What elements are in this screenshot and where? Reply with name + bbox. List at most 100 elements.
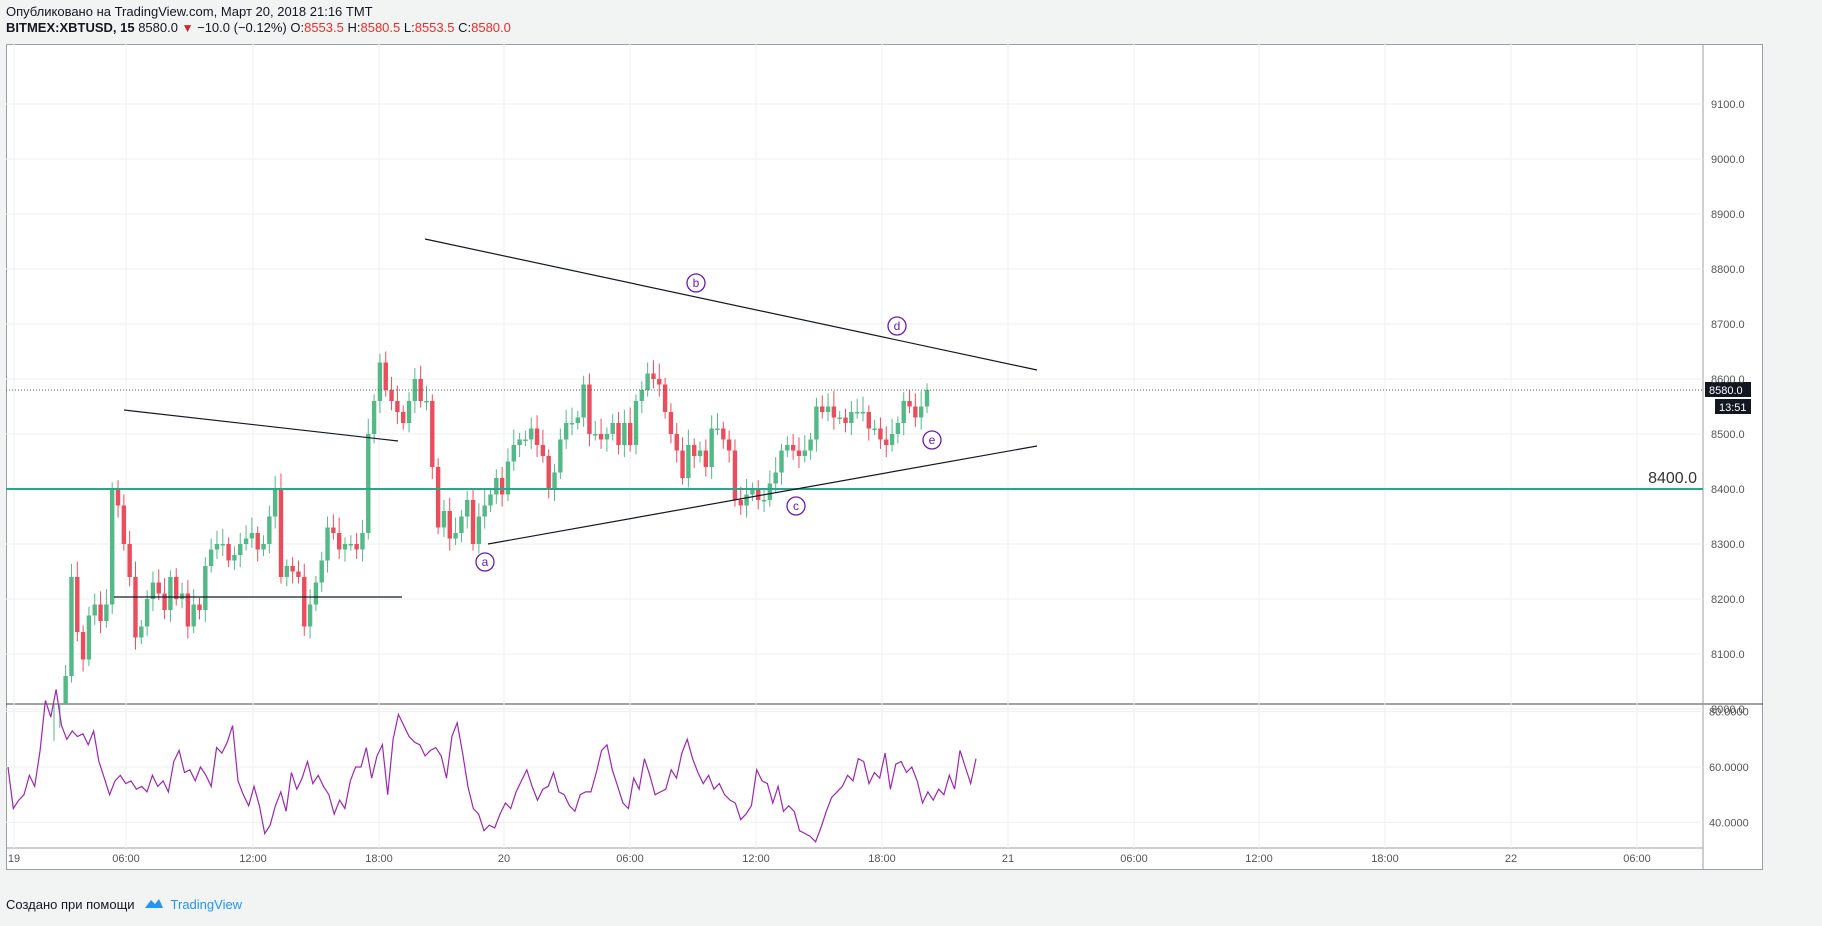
candle-body — [115, 489, 121, 506]
candle-body — [144, 599, 150, 627]
candle-body — [331, 527, 336, 533]
candle-body — [697, 450, 703, 456]
candle-body — [843, 417, 848, 423]
candle-body — [534, 428, 540, 445]
low-label: L: — [403, 20, 415, 35]
time-tick-label: 06:00 — [112, 853, 140, 865]
left-triangle-upper-line — [123, 409, 399, 442]
candle-body — [604, 434, 610, 440]
price-tick-label: 8100.0 — [1711, 649, 1745, 661]
time-tick-label: 20 — [498, 853, 510, 865]
candle-body — [627, 423, 633, 445]
high-value: 8580.5 — [360, 20, 401, 35]
candle-body — [214, 544, 220, 550]
price-tick-label: 8800.0 — [1711, 264, 1745, 276]
candle-body — [121, 505, 127, 544]
candle-body — [738, 500, 743, 506]
candle-body — [662, 384, 668, 412]
price-chart[interactable]: 8400.0 8580.0 13:51 a b c d e 9100.0 9000.0 8900.… — [6, 44, 1763, 870]
chart-area[interactable]: 8400.0 8580.0 13:51 a b c d e 9100.0 9000.0 8900.… — [6, 44, 1763, 870]
tradingview-logo-icon[interactable] — [143, 897, 165, 912]
candle-body — [494, 478, 499, 495]
low-value: 8553.5 — [414, 20, 455, 35]
candle-body — [529, 428, 534, 440]
candle-body — [243, 538, 249, 544]
rsi-tick-label: 80.0000 — [1709, 707, 1749, 719]
candle-body — [849, 412, 854, 423]
price-tick-label: 9000.0 — [1711, 154, 1745, 166]
chart-header: Опубликовано на TradingView.com, Март 20… — [6, 4, 511, 36]
candle-body — [756, 489, 761, 500]
down-triangle-icon: ▼ — [181, 21, 194, 35]
price-tick-label: 8400.0 — [1711, 484, 1745, 496]
candle-body — [598, 434, 604, 440]
time-tick-label: 06:00 — [1120, 853, 1148, 865]
time-tick-label: 18:00 — [868, 853, 896, 865]
candle-body — [278, 489, 284, 577]
candle-body — [680, 450, 685, 478]
candle-body — [610, 423, 615, 434]
candle-body — [715, 428, 720, 430]
candle-body — [482, 505, 487, 517]
wave-label-text: a — [482, 555, 489, 569]
price-tick-label: 8600.0 — [1711, 374, 1745, 386]
candle-body — [866, 412, 871, 429]
candle-body — [895, 423, 901, 434]
candle-body — [575, 417, 580, 423]
candle-body — [470, 500, 476, 544]
high-label: H: — [347, 20, 361, 35]
candle-body — [511, 445, 516, 462]
candle-body — [383, 362, 388, 390]
time-tick-label: 06:00 — [1623, 853, 1651, 865]
close-value: 8580.0 — [471, 20, 511, 35]
candle-body — [709, 428, 714, 467]
candle-body — [156, 582, 161, 594]
candle-body — [226, 544, 231, 561]
candle-body — [307, 604, 313, 627]
candle-body — [732, 450, 738, 500]
candle-body — [377, 362, 383, 401]
candle-body — [593, 434, 598, 436]
time-tick-label: 18:00 — [1371, 853, 1399, 865]
candle-body — [889, 434, 895, 445]
candle-body — [453, 533, 458, 539]
candle-body — [435, 467, 441, 528]
time-tick-label: 19 — [8, 853, 20, 865]
candle-body — [918, 406, 924, 418]
chart-border — [6, 44, 1763, 870]
triangle-upper-trendline — [424, 238, 1038, 371]
candle-body — [127, 544, 132, 577]
candle-body — [825, 406, 831, 412]
candle-body — [272, 489, 278, 517]
candle-body — [633, 401, 639, 445]
time-tick-label: 18:00 — [365, 853, 393, 865]
candle-body — [488, 494, 493, 506]
tradingview-link[interactable]: TradingView — [170, 897, 243, 912]
candle-body — [913, 406, 918, 418]
created-with-text: Создано при помощи — [6, 897, 135, 912]
candle-body — [104, 604, 109, 621]
candle-body — [267, 516, 272, 544]
candle-body — [238, 544, 243, 555]
candle-body — [459, 516, 464, 533]
candle-body — [808, 439, 813, 451]
rsi-tick-label: 40.0000 — [1709, 817, 1749, 829]
horizontal-level-label: 8400.0 — [1648, 470, 1697, 487]
candle-body — [790, 445, 796, 451]
candle-body — [139, 626, 144, 638]
candle-body — [651, 373, 656, 379]
candle-body — [767, 483, 773, 500]
candle-body — [924, 390, 930, 407]
wave-label-text: e — [929, 433, 936, 447]
candle-body — [110, 489, 115, 605]
wave-label-text: c — [793, 499, 799, 513]
candle-body — [907, 401, 912, 407]
wave-label-text: b — [693, 276, 700, 290]
candle-body — [581, 384, 586, 418]
candle-body — [668, 412, 674, 434]
candle-body — [133, 577, 138, 638]
candle-body — [360, 533, 365, 550]
candle-body — [319, 560, 324, 583]
wave-label-text: d — [894, 319, 901, 333]
price-tick-label: 9100.0 — [1711, 99, 1745, 111]
